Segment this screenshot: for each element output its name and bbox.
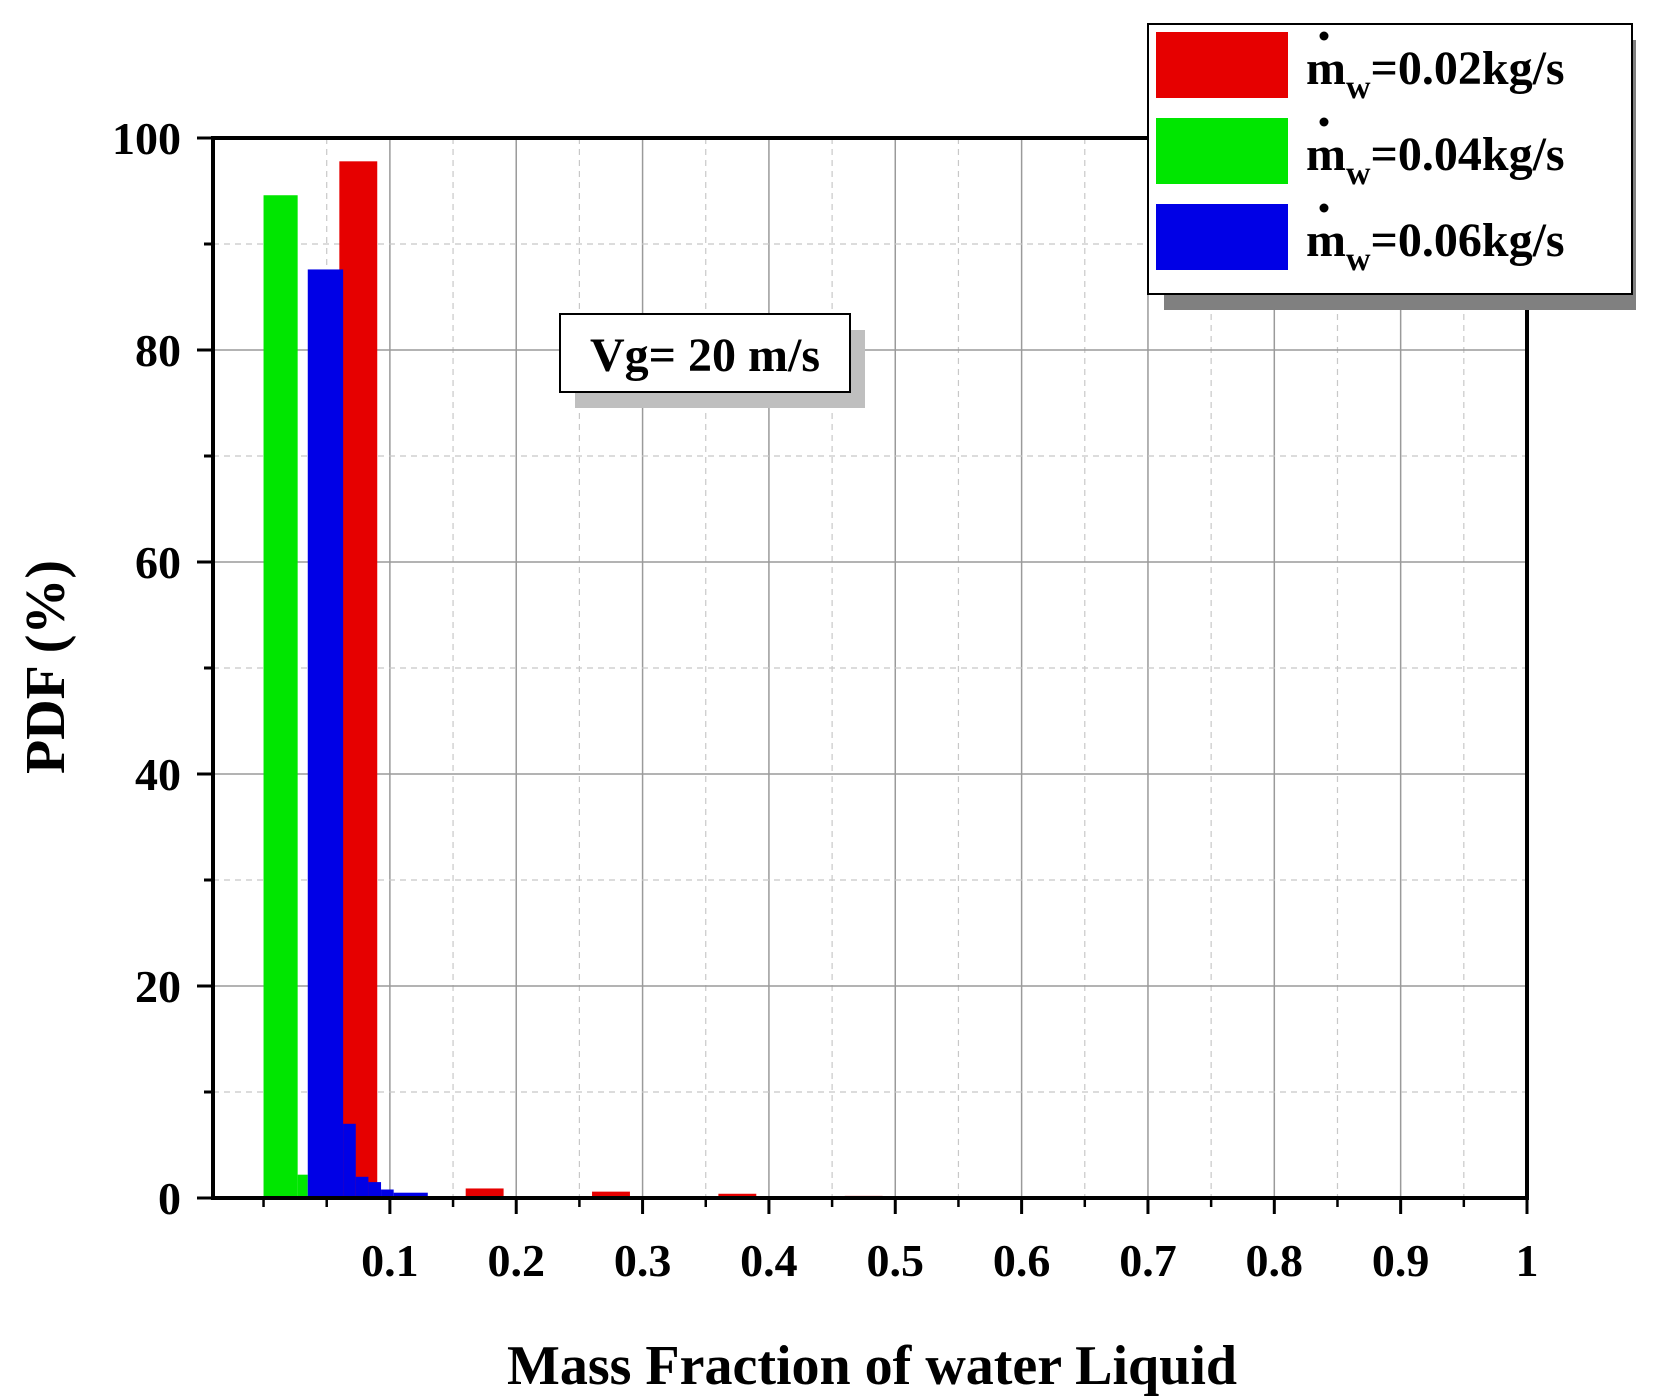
legend-swatch bbox=[1156, 118, 1288, 184]
x-tick-label: 0.8 bbox=[1246, 1235, 1304, 1286]
histogram-bar bbox=[355, 1176, 369, 1198]
histogram-bar bbox=[592, 1191, 630, 1198]
legend-label: mw=0.02kg/s bbox=[1306, 42, 1565, 106]
x-tick-label: 0.4 bbox=[740, 1235, 798, 1286]
x-tick-label: 0.6 bbox=[993, 1235, 1051, 1286]
legend-label-subscript: w bbox=[1346, 155, 1371, 192]
annotation-box bbox=[559, 313, 851, 393]
histogram-bar bbox=[381, 1189, 394, 1198]
x-tick-label: 1 bbox=[1516, 1235, 1539, 1286]
x-tick-label: 0.2 bbox=[487, 1235, 545, 1286]
histogram-bar bbox=[263, 195, 298, 1199]
histogram-bar bbox=[393, 1192, 428, 1198]
histogram-bar bbox=[339, 161, 378, 1198]
x-axis-title: Mass Fraction of water Liquid bbox=[507, 1335, 1237, 1397]
grid-lines bbox=[213, 138, 1527, 1198]
m-dot-icon bbox=[1319, 203, 1329, 213]
velocity-annotation: Vg= 20 m/s bbox=[559, 313, 865, 408]
legend: mw=0.02kg/smw=0.04kg/smw=0.06kg/s bbox=[1147, 23, 1636, 310]
m-dot-icon bbox=[1319, 117, 1329, 127]
y-tick-labels: 0 20 40 60 80 100 bbox=[112, 113, 181, 1224]
y-tick-label: 20 bbox=[135, 961, 181, 1012]
histogram-bar bbox=[297, 1174, 308, 1198]
legend-label-rest: =0.04kg/s bbox=[1371, 128, 1565, 181]
legend-label-base: m bbox=[1306, 42, 1346, 95]
x-tick-label: 0.1 bbox=[361, 1235, 419, 1286]
m-dot-icon bbox=[1319, 31, 1329, 41]
legend-label-subscript: w bbox=[1346, 69, 1371, 106]
histogram-bar bbox=[368, 1182, 382, 1198]
y-tick-label: 80 bbox=[135, 325, 181, 376]
x-tick-labels: 0.1 0.2 0.3 0.4 0.5 0.6 0.7 0.8 0.9 1 bbox=[361, 1235, 1538, 1286]
x-tick-label: 0.5 bbox=[867, 1235, 925, 1286]
histogram-bar bbox=[465, 1188, 504, 1198]
legend-label: mw=0.04kg/s bbox=[1306, 128, 1565, 192]
y-tick-label: 0 bbox=[158, 1173, 181, 1224]
legend-swatch bbox=[1156, 204, 1288, 270]
legend-entries: mw=0.02kg/smw=0.04kg/smw=0.06kg/s bbox=[1156, 31, 1565, 278]
y-tick-label: 100 bbox=[112, 113, 181, 164]
legend-swatch bbox=[1156, 32, 1288, 98]
legend-label-base: m bbox=[1306, 214, 1346, 267]
histogram-bar bbox=[307, 269, 344, 1198]
legend-label-subscript: w bbox=[1346, 241, 1371, 278]
legend-label-base: m bbox=[1306, 128, 1346, 181]
y-tick-label: 60 bbox=[135, 537, 181, 588]
annotation-text: Vg= 20 m/s bbox=[590, 329, 820, 382]
x-tick-label: 0.9 bbox=[1372, 1235, 1430, 1286]
x-tick-label: 0.3 bbox=[614, 1235, 672, 1286]
axis-ticks bbox=[197, 136, 1529, 1214]
y-tick-label: 40 bbox=[135, 749, 181, 800]
histogram-bar bbox=[718, 1193, 757, 1198]
x-tick-label: 0.7 bbox=[1119, 1235, 1177, 1286]
y-axis-title: PDF (%) bbox=[15, 560, 77, 774]
histogram-bar bbox=[343, 1123, 356, 1198]
histogram-bars bbox=[263, 161, 883, 1199]
legend-label-rest: =0.06kg/s bbox=[1371, 214, 1565, 267]
legend-label: mw=0.06kg/s bbox=[1306, 214, 1565, 278]
legend-label-rest: =0.02kg/s bbox=[1371, 42, 1565, 95]
